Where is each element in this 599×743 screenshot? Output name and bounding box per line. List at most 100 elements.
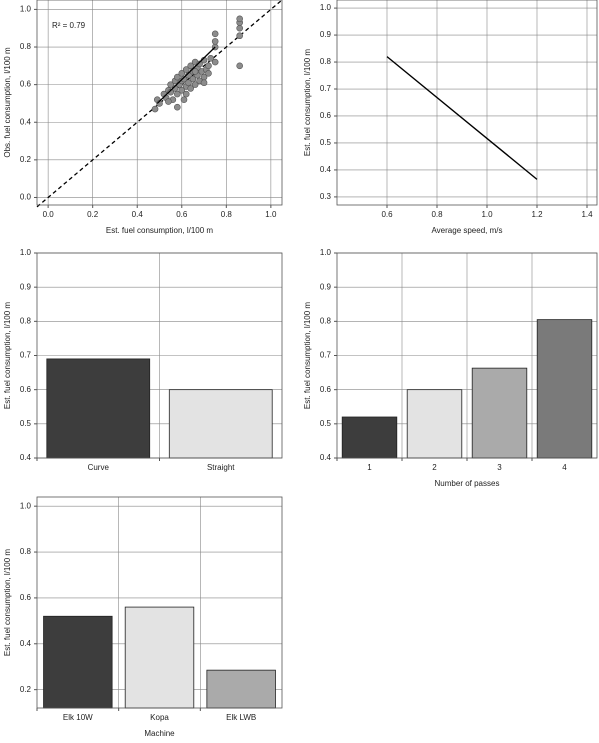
- y-tick-label: 0.5: [320, 419, 332, 428]
- annotation: R² = 0.79: [52, 21, 86, 30]
- scatter-point: [187, 85, 194, 92]
- y-tick-label: 0.7: [320, 351, 332, 360]
- y-tick-label: 0.8: [320, 316, 332, 325]
- y-tick-label: 0.2: [20, 155, 32, 164]
- bar: [43, 615, 113, 709]
- y-tick-label: 0.5: [20, 419, 32, 428]
- scatter-point: [178, 70, 186, 77]
- scatter-point: [196, 60, 203, 68]
- scatter-point: [174, 103, 181, 111]
- x-axis-title: Number of passes: [435, 479, 500, 488]
- plot-frame: [336, 0, 598, 206]
- scatter-point: [236, 24, 243, 32]
- scatter-point: [189, 75, 197, 83]
- scatter-point: [200, 79, 208, 87]
- bar: [341, 416, 398, 459]
- y-tick-label: 0.4: [20, 639, 32, 648]
- scatter-point: [151, 105, 159, 113]
- x-tick-label: 3: [497, 463, 502, 472]
- y-tick-label: 1.0: [20, 5, 32, 14]
- y-tick-label: 0.6: [320, 111, 332, 120]
- y-axis-title: Est. fuel consumption, l/100 m: [303, 49, 312, 157]
- chart-panel: 0.4 0.5 0.6 0.7 0.8 0.9 1.0 Number of passes Est…: [303, 248, 598, 488]
- y-tick-label: 0.5: [320, 138, 332, 147]
- x-tick-label: Elk 10W: [63, 713, 93, 722]
- scatter-point: [174, 73, 181, 81]
- y-tick-label: 0.6: [320, 385, 332, 394]
- y-tick-label: 1.0: [320, 248, 332, 257]
- y-tick-label: 0.4: [20, 453, 32, 462]
- scatter-point: [182, 90, 190, 98]
- scatter-point: [207, 55, 215, 62]
- y-tick-label: 0.8: [20, 42, 32, 51]
- chart-panel: 0.2 0.4 0.6 0.8 1.0 Machine Est. fuel consumpt…: [3, 496, 283, 738]
- y-axis-title: Est. fuel consumption, l/100 m: [3, 549, 12, 657]
- y-tick-label: 0.6: [20, 385, 32, 394]
- x-axis-title: Est. fuel consumption, l/100 m: [106, 226, 214, 235]
- y-tick-label: 1.0: [320, 3, 332, 12]
- bar: [168, 389, 273, 459]
- chart-panel: 0.4 0.5 0.6 0.7 0.8 0.9 1.0 Est. fuel consumpti…: [3, 248, 283, 472]
- x-tick-label: 0.6: [381, 210, 393, 219]
- x-tick-label: 0.8: [221, 210, 233, 219]
- x-tick-label: 0.8: [431, 210, 443, 219]
- bar: [471, 367, 528, 459]
- y-tick-label: 0.9: [20, 282, 32, 291]
- y-tick-label: 0.8: [20, 547, 32, 556]
- scatter-point: [167, 81, 174, 88]
- x-tick-label: 1.0: [265, 210, 277, 219]
- line: [386, 56, 538, 180]
- scatter-point: [211, 30, 219, 38]
- y-tick-label: 0.4: [320, 453, 332, 462]
- x-tick-label: 1: [367, 463, 372, 472]
- scatter-point: [236, 32, 243, 40]
- scatter-point: [191, 68, 199, 75]
- fit-line: [156, 46, 216, 104]
- y-axis-title: Est. fuel consumption, l/100 m: [303, 302, 312, 410]
- x-tick-label: 0.0: [43, 210, 55, 219]
- scatter-point: [236, 62, 243, 70]
- y-tick-label: 0.6: [20, 80, 32, 89]
- bar: [124, 606, 195, 709]
- x-tick-label: 0.2: [87, 210, 99, 219]
- plot-frame: [336, 252, 598, 459]
- scatter-point: [178, 86, 186, 94]
- plot-frame: [36, 252, 283, 459]
- scatter-point: [185, 79, 192, 87]
- scatter-point: [211, 58, 219, 66]
- bar: [536, 319, 593, 459]
- plot-frame: [36, 496, 283, 709]
- scatter-point: [165, 98, 172, 105]
- y-tick-label: 0.8: [20, 316, 32, 325]
- x-tick-label: 1.0: [481, 210, 493, 219]
- scatter-point: [182, 66, 190, 73]
- chart-panel: 0.0 0.2 0.4 0.6 0.8 1.0 0.0 0.2 0.4 0.6 0.8 1.0 Est.…: [3, 0, 283, 235]
- x-tick-label: Straight: [207, 463, 235, 472]
- y-tick-label: 0.6: [20, 593, 32, 602]
- x-tick-label: 4: [562, 463, 567, 472]
- x-tick-label: 1.4: [581, 210, 593, 219]
- bar: [406, 389, 463, 459]
- x-tick-label: 2: [432, 463, 437, 472]
- y-tick-label: 0.7: [20, 351, 32, 360]
- x-tick-label: Curve: [88, 463, 110, 472]
- y-tick-label: 0.4: [20, 117, 32, 126]
- x-tick-label: Elk LWB: [226, 713, 256, 722]
- y-tick-label: 1.0: [20, 501, 32, 510]
- bar: [206, 669, 276, 709]
- y-tick-label: 0.9: [320, 30, 332, 39]
- y-tick-label: 0.8: [320, 57, 332, 66]
- scatter-point: [191, 81, 199, 88]
- y-axis-title: Est. fuel consumption, l/100 m: [3, 302, 12, 410]
- scatter-point: [167, 88, 174, 96]
- y-tick-label: 1.0: [20, 248, 32, 257]
- x-tick-label: 0.4: [132, 210, 144, 219]
- y-tick-label: 0.2: [20, 685, 32, 694]
- y-axis-title: Obs. fuel consumption, l/100 m: [3, 47, 12, 158]
- y-tick-label: 0.9: [320, 282, 332, 291]
- scatter-point: [205, 62, 212, 70]
- scatter-point: [187, 62, 194, 70]
- y-tick-label: 0.4: [320, 165, 332, 174]
- scatter-point: [180, 75, 188, 83]
